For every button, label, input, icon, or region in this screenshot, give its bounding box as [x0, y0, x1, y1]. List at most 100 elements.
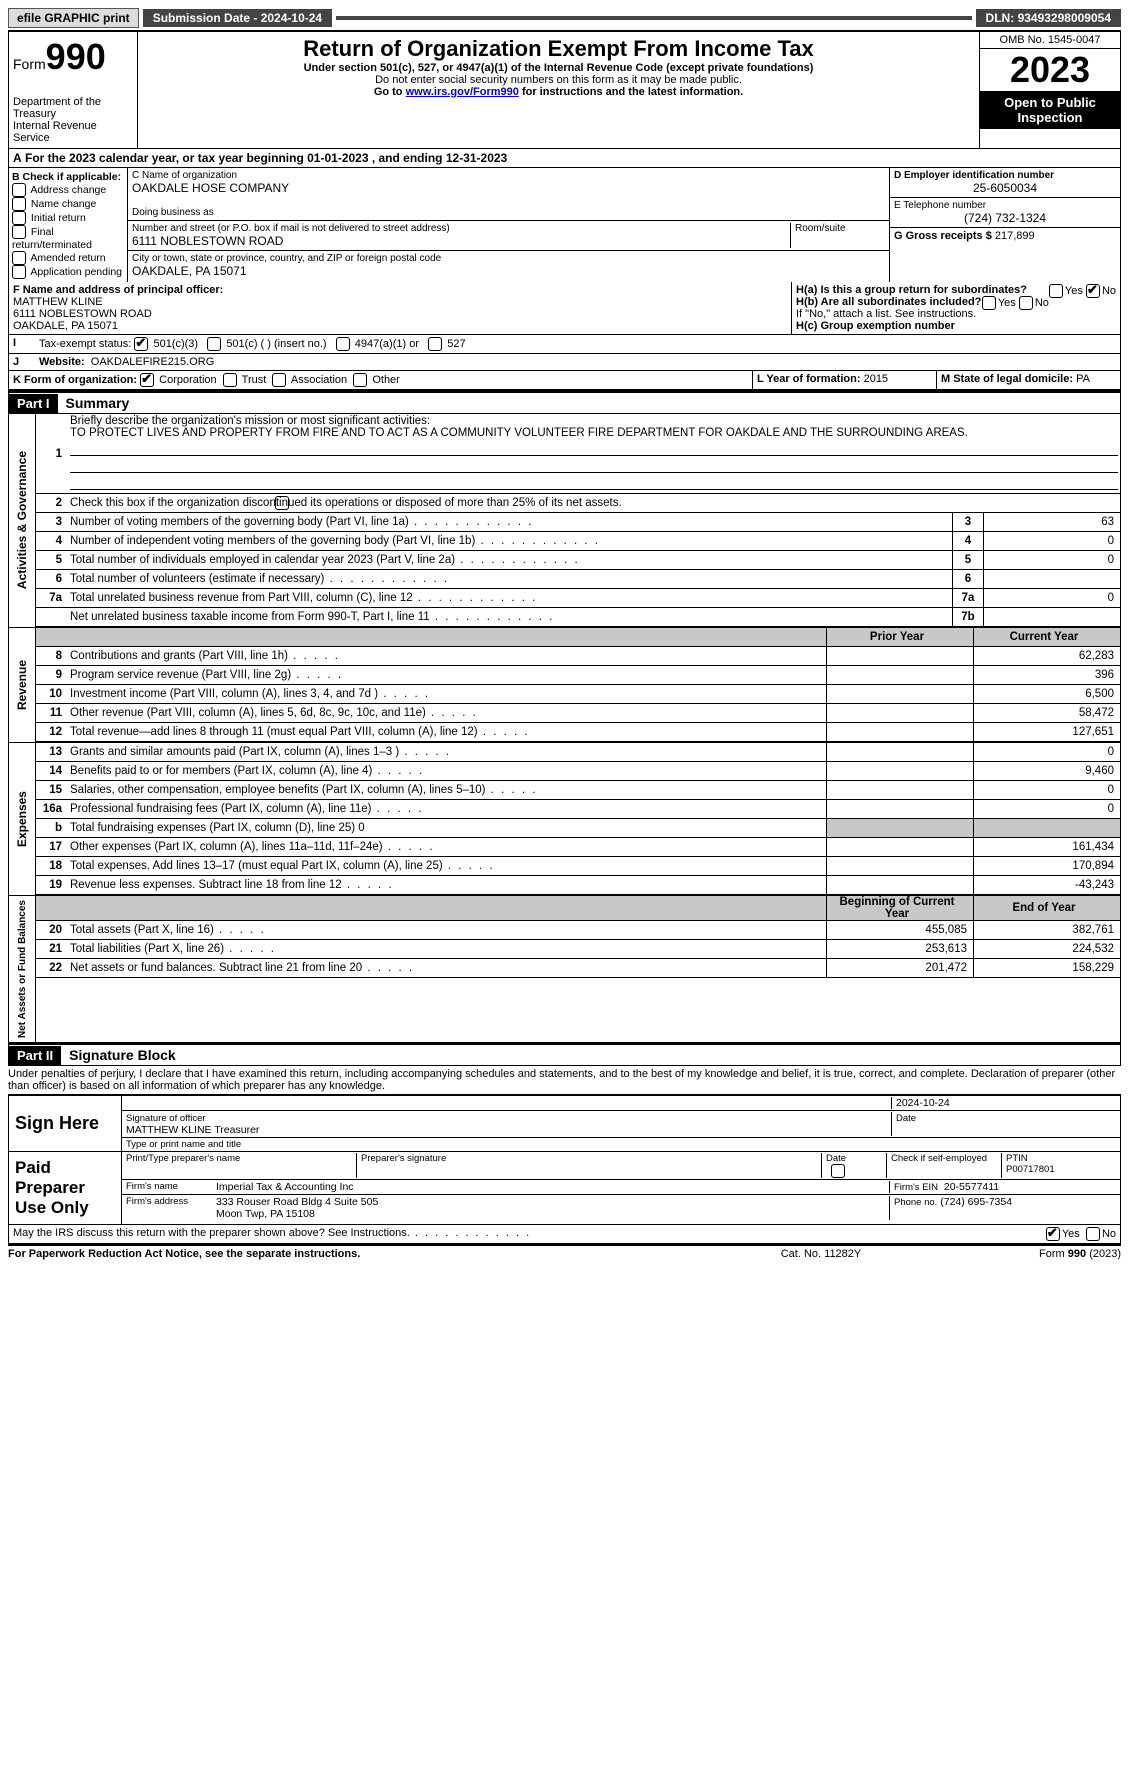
- checkbox-application-pending[interactable]: [12, 265, 26, 279]
- k-assoc-checkbox[interactable]: [272, 373, 286, 387]
- c-street-label: Number and street (or P.O. box if mail i…: [132, 223, 786, 234]
- hb-yes-checkbox[interactable]: [982, 296, 996, 310]
- officer-sig-name: MATTHEW KLINE Treasurer: [126, 1124, 259, 1136]
- summary-row: 17Other expenses (Part IX, column (A), l…: [36, 838, 1120, 857]
- col-current-year: Current Year: [973, 628, 1120, 646]
- mission-text: TO PROTECT LIVES AND PROPERTY FROM FIRE …: [70, 427, 968, 439]
- irs-link[interactable]: www.irs.gov/Form990: [406, 86, 519, 98]
- part1-title: Summary: [58, 393, 138, 413]
- mission-label: Briefly describe the organization's miss…: [70, 415, 430, 427]
- summary-row: 4Number of independent voting members of…: [36, 532, 1120, 551]
- summary-row: bTotal fundraising expenses (Part IX, co…: [36, 819, 1120, 838]
- checkbox-final-return[interactable]: [12, 225, 26, 239]
- firm-ein: 20-5577411: [944, 1181, 999, 1193]
- g-label: G Gross receipts $: [894, 230, 992, 242]
- sign-here-label: Sign Here: [9, 1096, 122, 1151]
- column-b: B Check if applicable: Address change Na…: [9, 168, 128, 282]
- k-other-checkbox[interactable]: [353, 373, 367, 387]
- summary-row: 7aTotal unrelated business revenue from …: [36, 589, 1120, 608]
- part2-header: Part II Signature Block: [8, 1043, 1121, 1066]
- summary-row: 14Benefits paid to or for members (Part …: [36, 762, 1120, 781]
- f-block: F Name and address of principal officer:…: [9, 282, 792, 334]
- summary-row: 20Total assets (Part X, line 16)455,0853…: [36, 921, 1120, 940]
- row-klm: K Form of organization: Corporation Trus…: [8, 371, 1121, 391]
- firm-phone: (724) 695-7354: [940, 1196, 1012, 1208]
- firm-addr2: Moon Twp, PA 15108: [216, 1208, 315, 1220]
- side-label-ag: Activities & Governance: [13, 447, 31, 593]
- hb-label: H(b) Are all subordinates included?: [796, 296, 981, 308]
- line2-text: Check this box if the organization disco…: [70, 497, 622, 509]
- row-i: I Tax-exempt status: 501(c)(3) 501(c) ( …: [8, 335, 1121, 354]
- col-end-year: End of Year: [973, 896, 1120, 920]
- summary-row: 13Grants and similar amounts paid (Part …: [36, 743, 1120, 762]
- i-4947-checkbox[interactable]: [336, 337, 350, 351]
- h-block: H(a) Is this a group return for subordin…: [792, 282, 1120, 334]
- i-527-checkbox[interactable]: [428, 337, 442, 351]
- signature-block: Sign Here 2024-10-24 Signature of office…: [8, 1094, 1121, 1225]
- i-501c-checkbox[interactable]: [207, 337, 221, 351]
- sign-date: 2024-10-24: [891, 1097, 1116, 1109]
- summary-row: 5Total number of individuals employed in…: [36, 551, 1120, 570]
- section-fh: F Name and address of principal officer:…: [8, 282, 1121, 335]
- header-left: Form990 Department of the Treasury Inter…: [9, 32, 138, 148]
- line-a-period: A For the 2023 calendar year, or tax yea…: [8, 149, 1121, 168]
- header-mid: Return of Organization Exempt From Incom…: [138, 32, 979, 148]
- ha-no-checkbox[interactable]: [1086, 284, 1100, 298]
- checkbox-initial-return[interactable]: [12, 211, 26, 225]
- firm-name: Imperial Tax & Accounting Inc: [216, 1181, 890, 1193]
- self-employed-checkbox[interactable]: [831, 1164, 845, 1178]
- dept-treasury: Department of the Treasury Internal Reve…: [13, 96, 133, 144]
- summary-row: 9Program service revenue (Part VIII, lin…: [36, 666, 1120, 685]
- website-value: OAKDALEFIRE215.ORG: [91, 356, 215, 368]
- org-city: OAKDALE, PA 15071: [132, 264, 885, 278]
- e-label: E Telephone number: [894, 200, 1116, 211]
- part2-num: Part II: [9, 1046, 61, 1065]
- checkbox-amended-return[interactable]: [12, 251, 26, 265]
- public-inspection: Open to Public Inspection: [980, 91, 1120, 129]
- state-domicile: PA: [1076, 373, 1090, 385]
- hb-no-checkbox[interactable]: [1019, 296, 1033, 310]
- hb-note: If "No," attach a list. See instructions…: [796, 308, 1116, 320]
- firm-addr1: 333 Rouser Road Bldg 4 Suite 505: [216, 1196, 378, 1208]
- footer-left: For Paperwork Reduction Act Notice, see …: [8, 1248, 721, 1260]
- part1-num: Part I: [9, 394, 58, 413]
- summary-row: 11Other revenue (Part VIII, column (A), …: [36, 704, 1120, 723]
- may-irs-yes-checkbox[interactable]: [1046, 1227, 1060, 1241]
- year-formation: 2015: [864, 373, 888, 385]
- row-j: J Website: OAKDALEFIRE215.ORG: [8, 354, 1121, 371]
- submission-date: Submission Date - 2024-10-24: [143, 9, 332, 27]
- k-trust-checkbox[interactable]: [223, 373, 237, 387]
- officer-addr2: OAKDALE, PA 15071: [13, 320, 118, 332]
- col-prior-year: Prior Year: [826, 628, 973, 646]
- c-room-label: Room/suite: [795, 223, 885, 234]
- c-city-label: City or town, state or province, country…: [132, 253, 885, 264]
- d-label: D Employer identification number: [894, 170, 1054, 181]
- summary-row: 22Net assets or fund balances. Subtract …: [36, 959, 1120, 978]
- page-footer: For Paperwork Reduction Act Notice, see …: [8, 1244, 1121, 1260]
- officer-addr1: 6111 NOBLESTOWN ROAD: [13, 308, 152, 320]
- dln-field: DLN: 93493298009054: [976, 9, 1121, 27]
- ein-value: 25-6050034: [894, 181, 1116, 195]
- summary-row: 10Investment income (Part VIII, column (…: [36, 685, 1120, 704]
- c-dba-label: Doing business as: [132, 207, 885, 218]
- line2-checkbox[interactable]: [275, 496, 289, 510]
- signature-declaration: Under penalties of perjury, I declare th…: [8, 1066, 1121, 1094]
- checkbox-address-change[interactable]: [12, 183, 26, 197]
- summary-row: 16aProfessional fundraising fees (Part I…: [36, 800, 1120, 819]
- k-corp-checkbox[interactable]: [140, 373, 154, 387]
- may-irs-no-checkbox[interactable]: [1086, 1227, 1100, 1241]
- efile-button[interactable]: efile GRAPHIC print: [8, 8, 139, 28]
- summary-row: 6Total number of volunteers (estimate if…: [36, 570, 1120, 589]
- officer-name: MATTHEW KLINE: [13, 296, 103, 308]
- summary-row: 8Contributions and grants (Part VIII, li…: [36, 647, 1120, 666]
- paid-preparer-label: Paid Preparer Use Only: [9, 1152, 122, 1224]
- i-501c3-checkbox[interactable]: [134, 337, 148, 351]
- ha-yes-checkbox[interactable]: [1049, 284, 1063, 298]
- side-label-expenses: Expenses: [13, 787, 31, 851]
- checkbox-name-change[interactable]: [12, 197, 26, 211]
- summary-row: 12Total revenue—add lines 8 through 11 (…: [36, 723, 1120, 742]
- org-name: OAKDALE HOSE COMPANY: [132, 181, 885, 195]
- section-net-assets: Net Assets or Fund Balances Beginning of…: [8, 895, 1121, 1043]
- ha-label: H(a) Is this a group return for subordin…: [796, 284, 1027, 296]
- org-street: 6111 NOBLESTOWN ROAD: [132, 234, 786, 248]
